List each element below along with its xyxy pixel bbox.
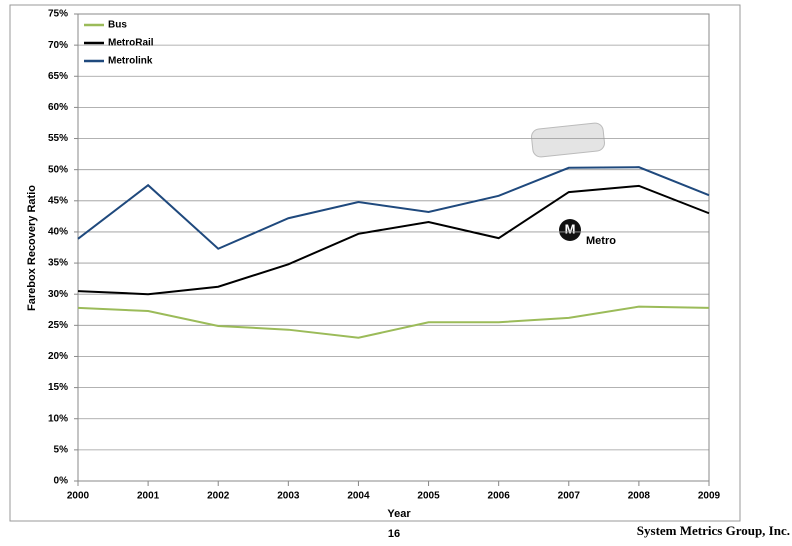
plot-area [77, 13, 710, 482]
x-tick-label: 2004 [347, 491, 370, 502]
x-axis-label: Year [387, 508, 411, 520]
metro-logo [559, 219, 581, 241]
x-tick-label: 2009 [698, 491, 721, 502]
x-tick-label: 2002 [207, 491, 230, 502]
y-tick-label: 10% [48, 413, 68, 424]
y-tick-label: 20% [48, 351, 68, 362]
y-tick-label: 0% [54, 476, 69, 487]
metrolink-logo [531, 122, 605, 158]
y-tick-label: 30% [48, 289, 68, 300]
y-tick-label: 40% [48, 227, 68, 238]
y-tick-label: 65% [48, 71, 68, 82]
y-axis-label: Farebox Recovery Ratio [26, 185, 38, 311]
x-tick-label: 2003 [277, 491, 300, 502]
train-logo [531, 122, 605, 158]
series-line [77, 305, 710, 339]
series-line [77, 166, 710, 250]
y-tick-label: 35% [48, 258, 68, 269]
y-tick-label: 15% [48, 382, 68, 393]
legend-label: Metrolink [108, 56, 153, 67]
x-tick-label: 2005 [417, 491, 440, 502]
y-tick-label: 75% [48, 9, 68, 20]
y-tick-label: 60% [48, 102, 68, 113]
x-tick-label: 2000 [67, 491, 90, 502]
x-tick-label: 2008 [628, 491, 651, 502]
y-tick-label: 50% [48, 164, 68, 175]
legend-label: MetroRail [108, 38, 154, 49]
y-tick-label: 45% [48, 195, 68, 206]
legend-label: Bus [108, 20, 127, 31]
y-tick-label: 70% [48, 40, 68, 51]
footer: System Metrics Group, Inc. [637, 523, 790, 538]
logo-text: Metro [586, 235, 616, 247]
page-number: 16 [388, 528, 400, 540]
y-tick-label: 25% [48, 320, 68, 331]
y-tick-label: 5% [54, 445, 69, 456]
x-tick-label: 2007 [558, 491, 581, 502]
x-tick-label: 2006 [488, 491, 511, 502]
y-tick-label: 55% [48, 133, 68, 144]
x-tick-label: 2001 [137, 491, 160, 502]
series-line [77, 184, 710, 296]
logo-letter: M [565, 221, 576, 236]
